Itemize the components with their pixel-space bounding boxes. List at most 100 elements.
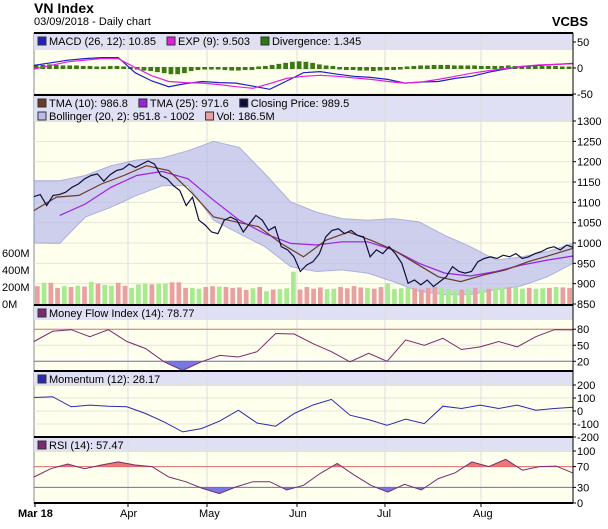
volume-bar	[425, 287, 431, 304]
divergence-bar	[384, 67, 390, 71]
volume-bar	[35, 286, 40, 304]
volume-tick-label: 0M	[2, 299, 17, 311]
price-tick-label: 1250	[577, 136, 601, 148]
brand-label: VCBS	[551, 14, 588, 29]
macd-line	[33, 57, 574, 90]
mfi-legend-band	[34, 305, 573, 320]
momentum-tick-label: -100	[577, 419, 599, 431]
volume-bar	[493, 287, 498, 304]
divergence-bar	[202, 67, 208, 70]
volume-bar	[270, 289, 276, 304]
price-tick-label: 1300	[577, 116, 601, 128]
divergence-bar	[155, 67, 160, 73]
divergence-bar	[222, 67, 228, 71]
divergence-bar	[182, 67, 187, 74]
divergence-bar	[175, 67, 181, 75]
volume-bar	[95, 283, 101, 304]
divergence-bar	[438, 64, 444, 69]
divergence-bar	[148, 67, 154, 72]
volume-tick-label: 600M	[2, 248, 30, 260]
divergence-bar	[391, 67, 396, 71]
price-legend-swatch	[239, 98, 249, 108]
volume-bar	[223, 287, 229, 304]
rsi-tick-label: 100	[577, 446, 595, 458]
macd-tick-label: -50	[577, 89, 593, 101]
volume-bar	[513, 286, 519, 304]
mfi-line	[33, 329, 574, 371]
volume-bar	[68, 287, 74, 304]
volume-bar	[210, 286, 215, 304]
volume-bar	[264, 291, 269, 304]
volume-bar	[257, 287, 263, 304]
rsi-legend-swatch	[37, 440, 47, 450]
divergence-bar	[431, 64, 437, 69]
volume-bar	[109, 285, 114, 304]
volume-bar	[88, 281, 94, 304]
volume-bar	[445, 289, 451, 304]
price-tick-label: 1000	[577, 238, 601, 250]
volume-bar	[331, 288, 337, 304]
volume-bar	[250, 288, 256, 304]
price-tick-label: 1100	[577, 197, 601, 209]
volume-bar	[243, 289, 249, 304]
volume-bar	[351, 286, 357, 304]
divergence-bar	[263, 65, 268, 69]
divergence-bar	[566, 66, 572, 69]
macd-legend-swatch	[166, 36, 176, 46]
volume-bar	[163, 283, 168, 304]
volume-bar	[196, 288, 202, 304]
divergence-bar	[478, 65, 484, 69]
volume-bar	[385, 283, 391, 304]
volume-bar	[230, 287, 236, 304]
x-tick-label: Apr	[120, 508, 137, 520]
volume-bar	[499, 287, 505, 304]
momentum-tick-label: 0	[577, 406, 583, 418]
volume-bar	[149, 284, 155, 304]
volume-bar	[533, 288, 539, 304]
volume-bar	[398, 288, 404, 304]
volume-bar	[82, 286, 87, 304]
momentum-tick-label: 100	[577, 393, 595, 405]
chart-title: VN Index	[34, 0, 94, 16]
momentum-tick-label: -200	[577, 432, 599, 444]
volume-bar	[142, 283, 148, 304]
divergence-bar	[290, 61, 295, 69]
price-legend-label: Bollinger (20, 2): 951.8 - 1002	[49, 111, 195, 123]
volume-bar	[479, 289, 485, 304]
price-tick-label: 1200	[577, 157, 601, 169]
volume-bar	[176, 282, 182, 304]
volume-bar	[486, 288, 492, 304]
divergence-bar	[80, 65, 86, 69]
x-tick-label: Mar 18	[18, 508, 53, 520]
divergence-bar	[397, 67, 403, 70]
macd-tick-label: 0	[577, 63, 583, 75]
divergence-bar	[519, 65, 525, 69]
rsi-tick-label: 70	[577, 462, 589, 474]
divergence-bar	[242, 67, 248, 71]
price-legend-label: Closing Price: 989.5	[251, 98, 349, 110]
macd-legend-swatch	[37, 36, 47, 46]
divergence-bar	[505, 65, 511, 69]
volume-bar	[540, 288, 546, 304]
price-legend-swatch	[138, 98, 148, 108]
volume-bar	[344, 288, 350, 304]
divergence-bar	[526, 65, 531, 69]
volume-bar	[324, 289, 330, 304]
momentum-tick-label: 200	[577, 380, 595, 392]
divergence-bar	[209, 67, 214, 70]
divergence-bar	[343, 67, 349, 71]
chart-subtitle: 03/09/2018 - Daily chart	[34, 16, 151, 28]
divergence-bar	[236, 67, 241, 71]
divergence-bar	[539, 65, 545, 69]
macd-tick-label: 50	[577, 37, 589, 49]
divergence-bar	[472, 65, 477, 69]
volume-bar	[317, 287, 323, 304]
divergence-bar	[141, 67, 147, 71]
divergence-bar	[114, 65, 120, 69]
price-tick-label: 1150	[577, 177, 601, 189]
volume-bar	[560, 287, 566, 304]
divergence-bar	[357, 67, 363, 71]
volume-bar	[459, 289, 465, 304]
divergence-bar	[215, 67, 221, 70]
